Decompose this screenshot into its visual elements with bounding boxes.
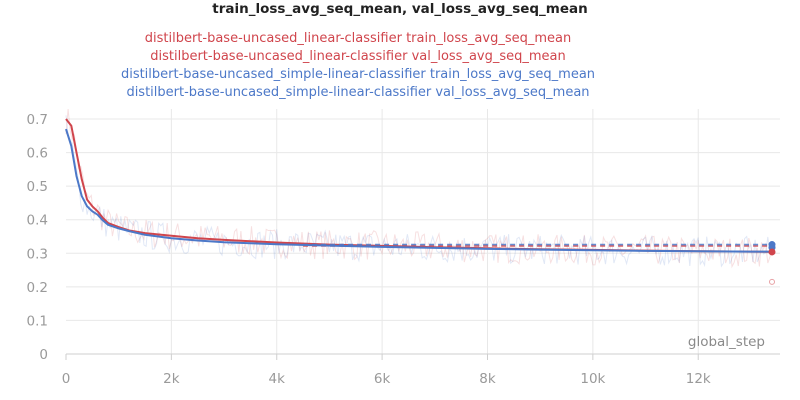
y-tick-label: 0.3 (27, 246, 48, 262)
y-tick-label: 0.4 (27, 213, 48, 229)
raw-noise-trace (65, 115, 773, 268)
series-end-marker (768, 248, 776, 256)
x-tick-label: 0 (62, 371, 71, 387)
y-axis-ticks: 0 0.1 0.2 0.3 0.4 0.5 0.6 0.7 (27, 112, 48, 363)
line-simple-linear-train (65, 128, 772, 253)
chart-title: train_loss_avg_seq_mean, val_loss_avg_se… (212, 1, 588, 17)
raw-noise-traces (65, 108, 773, 269)
y-tick-label: 0.5 (27, 179, 48, 195)
x-tick-label: 2k (163, 371, 180, 387)
y-tick-label: 0.1 (27, 313, 48, 329)
legend-entry-linear-train[interactable]: distilbert-base-uncased_linear-classifie… (144, 31, 572, 46)
legend-entry-linear-val[interactable]: distilbert-base-uncased_linear-classifie… (150, 49, 566, 64)
chart-legend: distilbert-base-uncased_linear-classifie… (0, 30, 716, 102)
series-end-marker (769, 278, 775, 285)
grid-lines (66, 109, 780, 355)
legend-entry-simple-linear-train[interactable]: distilbert-base-uncased_simple-linear-cl… (120, 67, 596, 82)
x-tick-label: 10k (580, 371, 605, 387)
line-linear-train (65, 118, 773, 253)
x-tick-label: 8k (479, 371, 496, 387)
end-markers (768, 241, 776, 285)
y-tick-label: 0.2 (27, 280, 48, 296)
series-lines (65, 118, 773, 253)
y-tick-label: 0.7 (27, 112, 48, 128)
x-tick-label: 4k (269, 371, 286, 387)
x-tick-label: 12k (686, 371, 711, 387)
y-tick-label: 0 (39, 347, 48, 363)
x-axis-label: global_step (688, 334, 765, 350)
y-tick-label: 0.6 (27, 146, 48, 162)
raw-noise-trace (65, 108, 773, 269)
legend-entry-simple-linear-val[interactable]: distilbert-base-uncased_simple-linear-cl… (126, 85, 590, 100)
x-axis-ticks: 0 2k 4k 6k 8k 10k 12k (62, 354, 711, 387)
x-tick-label: 6k (374, 371, 391, 387)
